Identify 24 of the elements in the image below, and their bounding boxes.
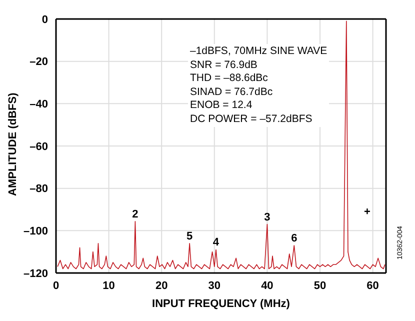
annotation: –1dBFS, 70MHz SINE WAVE SNR = 76.9dB THD = –88.6dBc SINAD = 76.7dBc ENOB = 12.4 DC POWER = –57.2dBFS: [188, 44, 330, 127]
annotation: 6: [291, 232, 298, 244]
annotation: 3: [264, 211, 270, 224]
x-tick-label: 20: [155, 280, 168, 292]
y-tick-label: –100: [24, 226, 48, 238]
y-tick-label: 0: [42, 14, 48, 26]
x-tick-label: 0: [52, 280, 60, 292]
annotation: 2: [132, 208, 138, 220]
line-series: [57, 20, 386, 270]
y-tick-label: –60: [30, 140, 48, 153]
y-tick-label: –40: [30, 98, 48, 111]
x-tick-label: 50: [314, 280, 326, 292]
y-tick-label: –80: [30, 183, 48, 196]
x-tick-label: 30: [208, 280, 221, 292]
annotation: 5: [186, 230, 193, 242]
y-axis-title: AMPLITUDE (dBFS): [6, 92, 19, 196]
x-axis-title: INPUT FREQUENCY (MHz): [152, 298, 290, 310]
x-tick-label: 10: [102, 280, 115, 292]
x-tick-label: 40: [261, 280, 274, 292]
annotation: +: [364, 206, 370, 218]
annotation: 4: [212, 236, 220, 249]
y-tick-label: –120: [24, 268, 48, 280]
y-tick-label: –20: [30, 56, 48, 68]
x-tick-label: 60: [366, 280, 379, 292]
